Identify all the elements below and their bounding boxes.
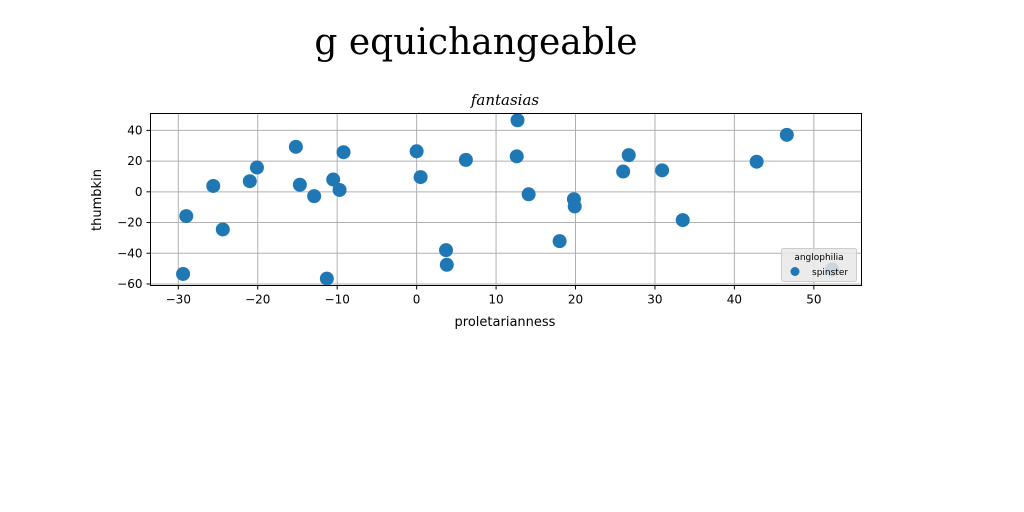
data-point bbox=[439, 257, 454, 272]
data-point bbox=[215, 222, 230, 237]
data-point bbox=[292, 177, 307, 192]
y-tick-label: −40 bbox=[117, 246, 142, 260]
data-point bbox=[439, 243, 454, 258]
legend-box bbox=[781, 248, 857, 282]
data-point bbox=[326, 172, 341, 187]
y-tick-label: −60 bbox=[117, 277, 142, 291]
data-point bbox=[509, 149, 524, 164]
data-point bbox=[567, 199, 582, 214]
x-tick-label: 40 bbox=[727, 293, 742, 307]
y-tick-label: 20 bbox=[127, 154, 142, 168]
x-tick-label: 10 bbox=[488, 293, 503, 307]
data-point bbox=[409, 144, 424, 159]
data-point bbox=[458, 152, 473, 167]
data-point bbox=[675, 213, 690, 228]
data-point bbox=[621, 148, 636, 163]
x-tick-label: −10 bbox=[325, 293, 350, 307]
data-point bbox=[616, 164, 631, 179]
legend: anglophilia spinster bbox=[781, 248, 857, 282]
data-point bbox=[288, 139, 303, 154]
data-point bbox=[779, 127, 794, 142]
x-tick-label: 0 bbox=[413, 293, 421, 307]
data-point bbox=[206, 178, 221, 193]
y-tick-label: 0 bbox=[135, 185, 143, 199]
data-point bbox=[179, 209, 194, 224]
x-tick-label: 50 bbox=[806, 293, 821, 307]
x-tick-label: −30 bbox=[166, 293, 191, 307]
data-point bbox=[249, 160, 264, 175]
data-point bbox=[332, 182, 347, 197]
plot-title: fantasias bbox=[470, 91, 540, 109]
y-tick-label: 40 bbox=[127, 123, 142, 137]
plot-frame bbox=[150, 113, 862, 286]
axis-ticks: −30 −20 −10 0 10 20 30 40 50 −60 −40 −20 0 20 40 bbox=[117, 123, 821, 306]
data-point bbox=[510, 113, 525, 128]
y-axis-label: thumbkin bbox=[90, 169, 105, 231]
data-point bbox=[336, 145, 351, 160]
data-point bbox=[319, 271, 334, 286]
data-point bbox=[413, 170, 428, 185]
x-tick-label: 20 bbox=[568, 293, 583, 307]
grid bbox=[150, 113, 862, 286]
legend-marker-spinster bbox=[790, 267, 800, 276]
legend-label-spinster: spinster bbox=[812, 268, 848, 278]
y-tick-label: −20 bbox=[117, 216, 142, 230]
data-point bbox=[749, 154, 764, 169]
data-point bbox=[307, 189, 322, 204]
x-tick-label: −20 bbox=[245, 293, 270, 307]
data-point bbox=[655, 163, 670, 178]
legend-title: anglophilia bbox=[794, 253, 843, 263]
data-point bbox=[521, 187, 536, 202]
data-points bbox=[176, 113, 840, 286]
figure-suptitle: g equichangeable bbox=[314, 22, 638, 63]
data-point bbox=[242, 174, 257, 189]
data-point bbox=[176, 266, 191, 281]
x-tick-label: 30 bbox=[647, 293, 662, 307]
x-axis-label: proletarianness bbox=[455, 315, 556, 330]
data-point bbox=[552, 234, 567, 249]
